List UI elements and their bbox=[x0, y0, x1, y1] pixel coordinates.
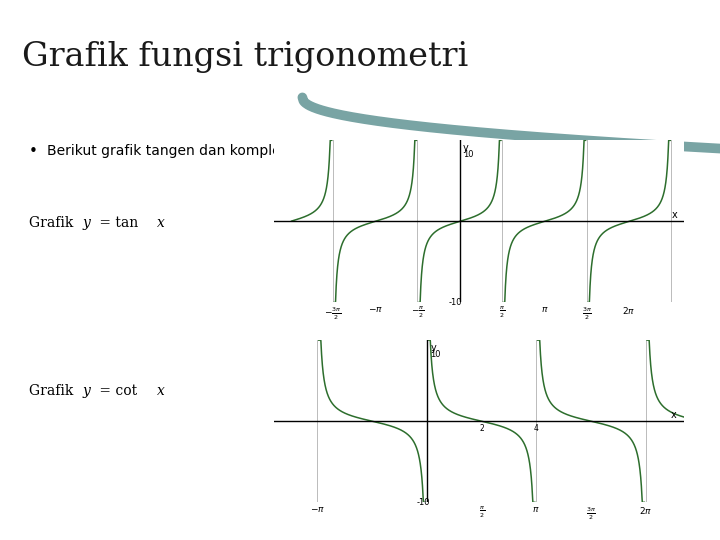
Text: -10: -10 bbox=[416, 498, 430, 507]
Text: Grafik fungsi trigonometri: Grafik fungsi trigonometri bbox=[22, 41, 468, 73]
Text: 4: 4 bbox=[534, 424, 539, 433]
Text: Grafik: Grafik bbox=[29, 215, 78, 230]
Text: y: y bbox=[463, 143, 469, 153]
Text: = cot: = cot bbox=[95, 384, 142, 398]
Text: 10: 10 bbox=[463, 150, 474, 159]
Text: 2: 2 bbox=[480, 424, 484, 433]
Text: •: • bbox=[29, 144, 37, 159]
Text: = tan: = tan bbox=[95, 215, 143, 230]
Text: x: x bbox=[670, 410, 676, 420]
Text: y: y bbox=[83, 215, 91, 230]
Text: 10: 10 bbox=[431, 350, 441, 359]
Text: -10: -10 bbox=[449, 298, 462, 307]
Text: y: y bbox=[431, 342, 436, 353]
Text: Grafik: Grafik bbox=[29, 384, 78, 398]
Text: Berikut grafik tangen dan komplemennya (kotangen):: Berikut grafik tangen dan komplemennya (… bbox=[47, 144, 422, 158]
Text: y: y bbox=[83, 384, 91, 398]
Text: x: x bbox=[157, 384, 165, 398]
Text: x: x bbox=[157, 215, 165, 230]
Text: x: x bbox=[672, 210, 678, 220]
